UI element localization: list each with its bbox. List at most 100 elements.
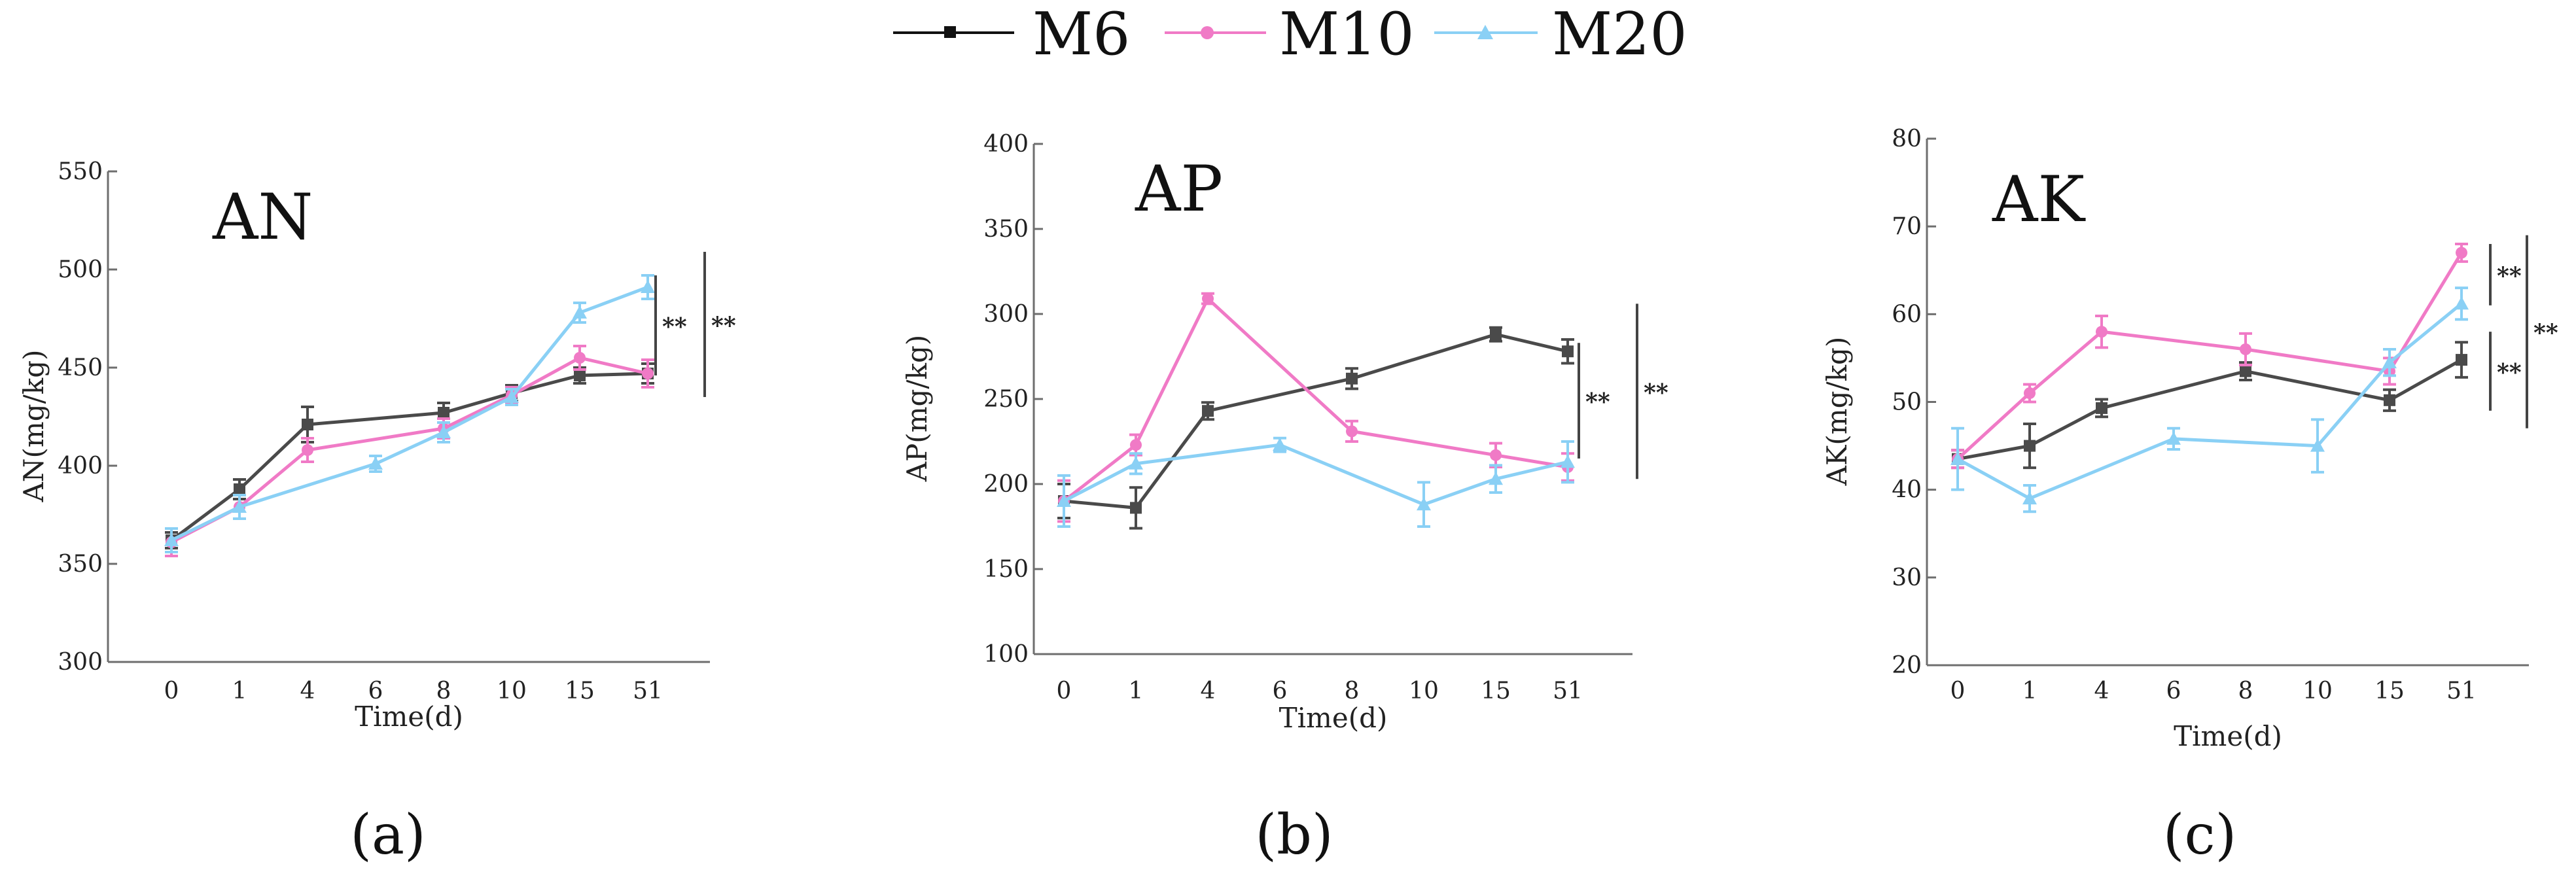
- data-point-ap-m20: [1057, 494, 1071, 507]
- x-tick-label-ap: 10: [1409, 678, 1439, 704]
- y-tick-label-ap: 100: [983, 641, 1029, 668]
- panel-caption-ak: (c): [2163, 803, 2237, 867]
- x-tick-label-ak: 8: [2238, 678, 2253, 704]
- data-point-ap-m20: [1489, 472, 1503, 485]
- x-tick-label-an: 6: [368, 678, 383, 704]
- x-tick-label-ap: 4: [1201, 678, 1216, 704]
- data-point-ak-m10: [2456, 247, 2467, 259]
- data-point-an-m10: [642, 368, 654, 379]
- legend-label-m20: M20: [1552, 0, 1687, 69]
- data-point-ap-m10: [1202, 292, 1214, 305]
- y-tick-label-ap: 350: [983, 216, 1029, 243]
- data-point-ak-m10: [2096, 326, 2108, 338]
- data-point-an-m20: [504, 390, 519, 403]
- legend: M6 M10 M20: [893, 0, 1687, 69]
- data-point-ak-m6: [2240, 365, 2251, 377]
- significance-label-ak: **: [2533, 319, 2558, 347]
- data-point-ap-m20: [1561, 455, 1575, 468]
- panel-caption-an: (a): [350, 803, 426, 867]
- x-tick-label-ak: 51: [2446, 678, 2477, 704]
- data-point-an-m6: [302, 419, 313, 430]
- y-tick-label-ak: 60: [1892, 301, 1922, 328]
- data-point-ak-m20: [2382, 355, 2397, 369]
- significance-label-ak: **: [2497, 262, 2522, 290]
- x-tick-label-ap: 15: [1481, 678, 1511, 704]
- data-point-ap-m6: [1202, 405, 1214, 417]
- data-point-ap-m20: [1129, 456, 1143, 470]
- significance-label-ap: **: [1585, 389, 1610, 416]
- y-tick-label-an: 300: [58, 649, 103, 676]
- series-line-ap-m10: [1063, 296, 1568, 502]
- data-point-an-m20: [436, 425, 451, 438]
- data-point-an-m20: [164, 533, 179, 546]
- panel-ak: 20 30 40 50 60 70 80 0 1 4 6 8 10 15 51 Time(d) AK(mg/kg…: [1821, 126, 2558, 867]
- data-point-ak-m10: [2024, 387, 2036, 400]
- panel-ap: 100 150 200 250 300 350 400 0 1 4 6 8 10 15 51 Time(d) A…: [901, 131, 1668, 867]
- x-tick-label-ap: 1: [1129, 678, 1144, 704]
- data-point-ak-m20: [2166, 431, 2181, 445]
- y-tick-label-an: 550: [58, 158, 103, 185]
- series-line-ak-m20: [1956, 302, 2463, 500]
- panel-title-an: AN: [212, 181, 313, 254]
- y-tick-label-ap: 400: [983, 131, 1029, 158]
- panel-an: 300 350 400 450 500 550 0 1 4 6 8 10 15 51 Time(d) AN(m…: [18, 158, 736, 867]
- x-tick-label-an: 15: [565, 678, 595, 704]
- data-point-an-m6: [234, 483, 245, 495]
- data-point-ap-m10: [1490, 449, 1502, 461]
- y-tick-label-an: 500: [58, 256, 103, 283]
- data-point-ak-m6: [2024, 440, 2036, 452]
- data-point-an-m20: [573, 305, 587, 319]
- data-point-ak-m6: [2456, 354, 2467, 366]
- y-tick-label-ak: 70: [1892, 213, 1922, 240]
- legend-label-m6: M6: [1032, 0, 1130, 69]
- data-point-ak-m6: [2384, 394, 2395, 406]
- data-point-ak-m20: [2022, 491, 2037, 505]
- data-point-ak-m10: [2240, 343, 2251, 355]
- data-point-ap-m6: [1490, 328, 1502, 341]
- data-point-ap-m10: [1130, 439, 1142, 451]
- y-tick-label-ak: 20: [1892, 652, 1922, 679]
- data-point-ap-m20: [1273, 438, 1287, 451]
- data-point-ak-m20: [2454, 296, 2469, 310]
- y-tick-label-ak: 80: [1892, 126, 1922, 152]
- y-tick-label-an: 450: [58, 355, 103, 381]
- y-axis-title-ak: AK(mg/kg): [1821, 337, 1853, 487]
- x-axis-title-ak: Time(d): [2174, 720, 2282, 752]
- x-tick-label-ap: 51: [1553, 678, 1583, 704]
- data-point-ap-m6: [1562, 345, 1574, 358]
- x-tick-label-ap: 0: [1057, 678, 1072, 704]
- significance-label-ak: **: [2497, 359, 2522, 387]
- legend-item-m6: M6: [893, 0, 1130, 69]
- x-tick-label-an: 4: [300, 678, 315, 704]
- y-tick-label-ap: 250: [983, 386, 1029, 413]
- significance-label-an: **: [662, 313, 687, 341]
- x-tick-label-ap: 8: [1345, 678, 1360, 704]
- x-tick-label-an: 8: [436, 678, 451, 704]
- y-tick-label-ap: 200: [983, 471, 1029, 498]
- data-point-an-m10: [302, 444, 313, 456]
- series-line-ak-m6: [1957, 358, 2463, 461]
- x-tick-label-ak: 15: [2374, 678, 2405, 704]
- y-tick-label-ak: 40: [1892, 477, 1922, 504]
- x-tick-label-ap: 6: [1273, 678, 1288, 704]
- data-point-ak-m20: [1950, 451, 1965, 465]
- data-point-an-m6: [574, 370, 586, 381]
- series-line-ap-m6: [1063, 332, 1568, 510]
- x-tick-label-an: 0: [164, 678, 179, 704]
- x-tick-label-an: 51: [633, 678, 663, 704]
- significance-label-an: **: [711, 312, 736, 339]
- series-line-ap-m20: [1063, 443, 1568, 506]
- x-tick-label-ak: 1: [2022, 678, 2038, 704]
- data-point-ap-m20: [1417, 497, 1431, 511]
- x-axis-title-ap: Time(d): [1279, 702, 1388, 734]
- significance-label-ap: **: [1644, 379, 1668, 406]
- data-point-ap-m10: [1346, 425, 1358, 438]
- legend-marker-m6: [944, 26, 956, 38]
- y-tick-label-ap: 300: [983, 301, 1029, 328]
- panel-caption-ap: (b): [1255, 803, 1333, 867]
- x-tick-label-ak: 0: [1950, 678, 1966, 704]
- data-point-ap-m6: [1130, 502, 1142, 514]
